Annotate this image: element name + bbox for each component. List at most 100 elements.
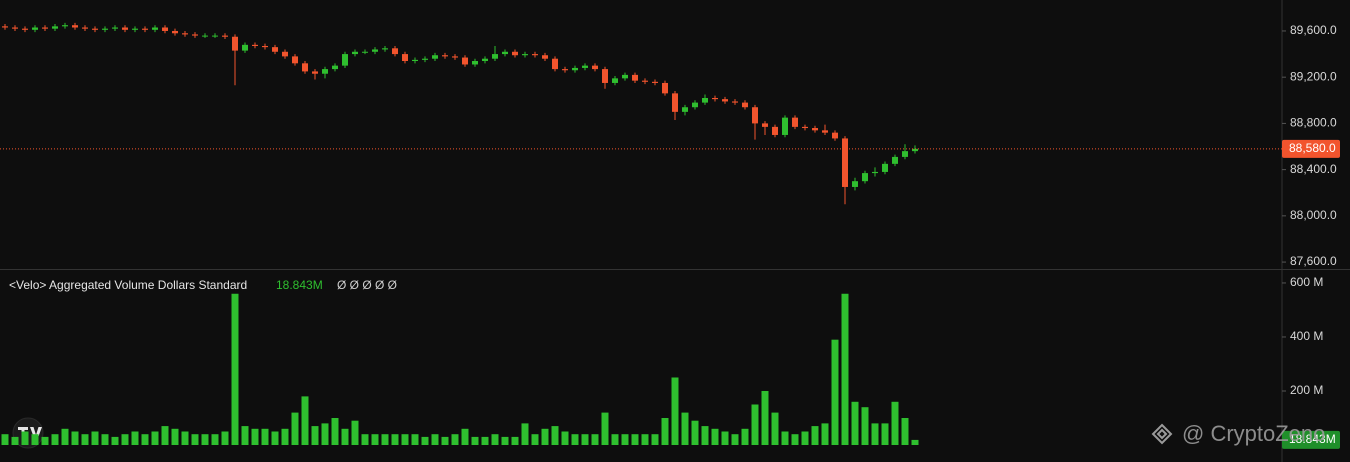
volume-bar xyxy=(691,420,699,445)
volume-bar xyxy=(31,434,39,445)
candle-body xyxy=(2,26,8,28)
volume-bar xyxy=(871,423,879,445)
volume-bar xyxy=(351,420,359,445)
candle-body xyxy=(32,27,38,30)
volume-bar xyxy=(581,434,589,445)
volume-bar xyxy=(331,417,339,445)
y-tick-label: 200 M xyxy=(1290,383,1323,397)
volume-bar xyxy=(341,428,349,445)
volume-bar xyxy=(191,434,199,445)
candle-body xyxy=(372,49,378,52)
candle-body xyxy=(562,69,568,71)
candle-body xyxy=(812,128,818,131)
candle-body xyxy=(522,54,528,56)
volume-bar xyxy=(781,431,789,445)
candle-body xyxy=(162,27,168,31)
volume-bar xyxy=(761,390,769,445)
candle-body xyxy=(222,35,228,37)
volume-bar xyxy=(41,436,49,445)
candle-body xyxy=(572,67,578,71)
candle-body xyxy=(82,27,88,29)
candle-body xyxy=(602,69,608,83)
volume-bar xyxy=(261,428,269,445)
candle-body xyxy=(62,25,68,27)
volume-bar xyxy=(751,404,759,445)
candle-body xyxy=(802,126,808,129)
candle-body xyxy=(852,181,858,187)
candle-body xyxy=(132,28,138,30)
candle-body xyxy=(822,130,828,133)
volume-bar xyxy=(291,412,299,445)
volume-bar xyxy=(791,434,799,445)
indicator-value: 18.843M xyxy=(276,278,323,292)
volume-bar xyxy=(111,436,119,445)
volume-bar xyxy=(91,431,99,445)
volume-bar xyxy=(561,431,569,445)
volume-bar xyxy=(211,434,219,445)
candle-body xyxy=(12,27,18,29)
volume-bar xyxy=(481,436,489,445)
candle-body xyxy=(752,107,758,124)
candle-body xyxy=(182,33,188,35)
volume-bar xyxy=(251,428,259,445)
candle-body xyxy=(532,54,538,56)
candle-body xyxy=(412,59,418,62)
volume-bar xyxy=(851,401,859,445)
volume-bar xyxy=(441,436,449,445)
volume-bar xyxy=(811,426,819,445)
candle-body xyxy=(172,30,178,34)
volume-bar xyxy=(531,434,539,445)
volume-bar xyxy=(821,423,829,445)
candle-body xyxy=(202,35,208,37)
candle-body xyxy=(302,63,308,72)
volume-bar xyxy=(281,428,289,445)
volume-bar xyxy=(541,428,549,445)
volume-bar xyxy=(161,426,169,445)
y-tick-label: 88,400.0 xyxy=(1290,162,1337,176)
candle-body xyxy=(312,71,318,74)
volume-bar xyxy=(501,436,509,445)
candle-body xyxy=(252,44,258,46)
current-price-box xyxy=(1282,139,1340,158)
volume-bar xyxy=(611,434,619,445)
candle-body xyxy=(592,65,598,70)
volume-bar xyxy=(721,431,729,445)
volume-bar xyxy=(801,431,809,445)
volume-bar xyxy=(551,426,559,445)
candle-body xyxy=(872,171,878,174)
volume-bar xyxy=(271,431,279,445)
y-tick-label: 89,600.0 xyxy=(1290,23,1337,37)
candle-body xyxy=(722,99,728,102)
candle-body xyxy=(452,56,458,58)
candle-body xyxy=(322,69,328,74)
candle-body xyxy=(382,48,388,50)
watermark: @ CryptoZeno xyxy=(1182,421,1325,446)
candle-body xyxy=(902,151,908,157)
volume-bar xyxy=(671,377,679,445)
volume-bar xyxy=(831,339,839,445)
indicator-title: <Velo> Aggregated Volume Dollars Standar… xyxy=(9,278,247,292)
volume-bar xyxy=(471,436,479,445)
volume-bar xyxy=(511,436,519,445)
candle-body xyxy=(442,55,448,57)
candle-body xyxy=(332,65,338,70)
volume-bar xyxy=(301,396,309,445)
volume-bar xyxy=(901,417,909,445)
volume-bar xyxy=(151,431,159,445)
candle-body xyxy=(632,74,638,81)
candle-body xyxy=(92,28,98,30)
volume-bar xyxy=(311,426,319,445)
candle-body xyxy=(142,28,148,30)
volume-bar xyxy=(1,434,9,445)
current-volume-box xyxy=(1282,430,1340,449)
candle-body xyxy=(232,36,238,51)
volume-bar xyxy=(221,431,229,445)
y-tick-label: 400 M xyxy=(1290,329,1323,343)
candle-body xyxy=(552,58,558,70)
volume-bar xyxy=(181,431,189,445)
candle-body xyxy=(402,54,408,62)
candle-body xyxy=(42,27,48,29)
volume-bar xyxy=(51,434,59,445)
candle-body xyxy=(612,78,618,83)
volume-bar xyxy=(771,412,779,445)
